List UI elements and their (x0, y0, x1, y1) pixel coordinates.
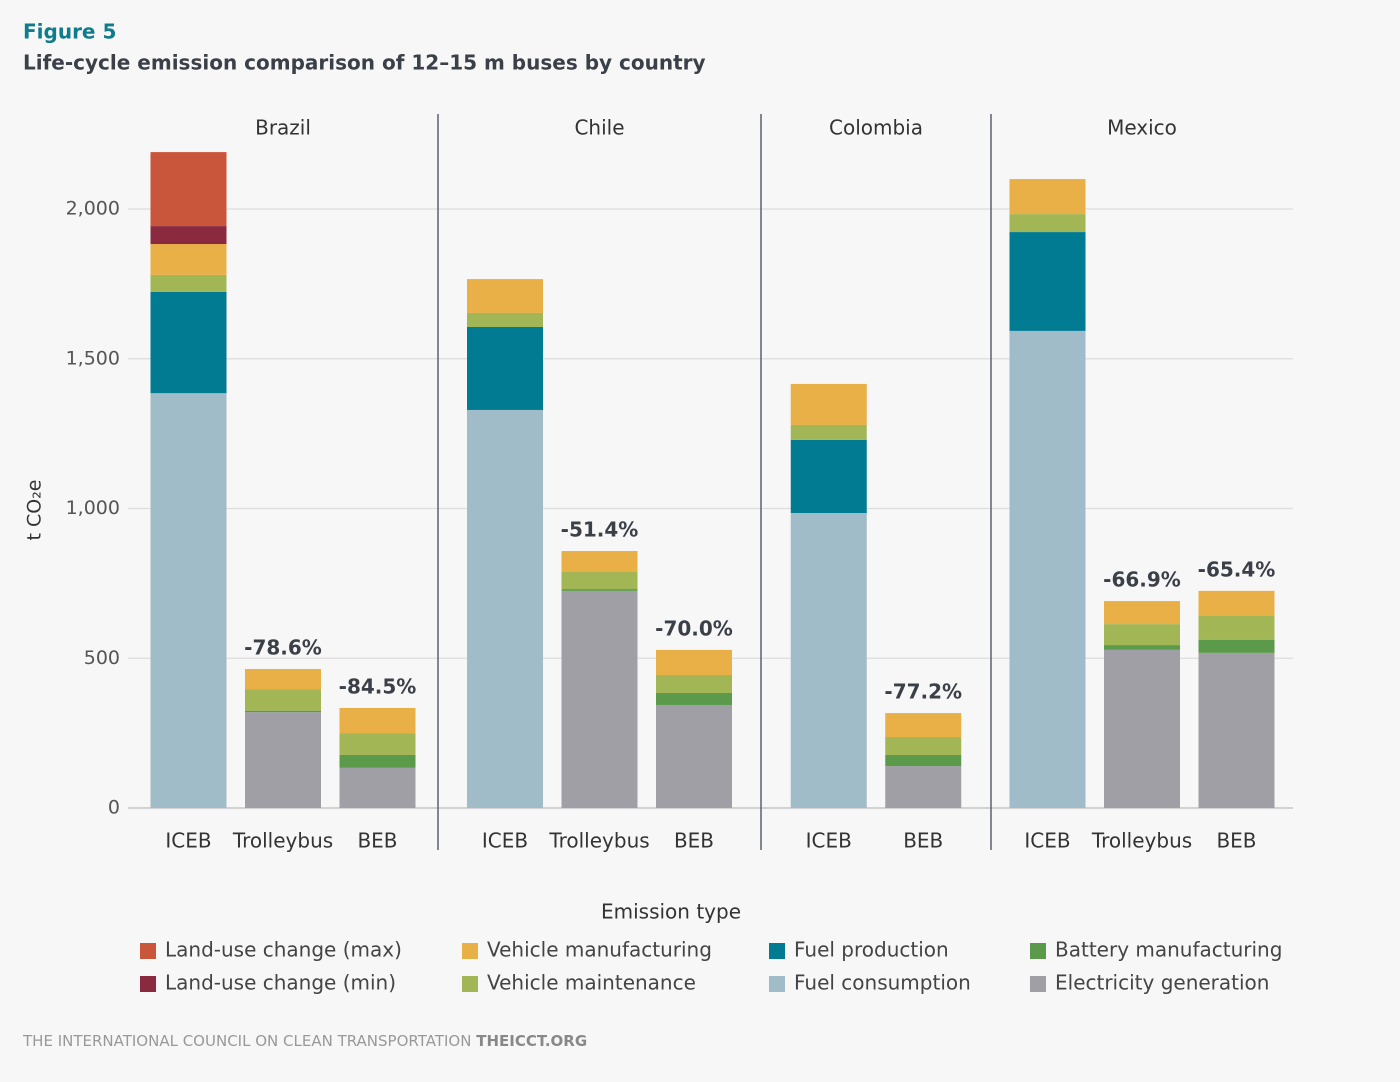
group-label: Mexico (1107, 116, 1177, 140)
legend-swatch (769, 943, 785, 959)
bar-segment (467, 279, 543, 313)
bar-segment (790, 439, 867, 513)
footer: THE INTERNATIONAL COUNCIL ON CLEAN TRANS… (22, 1032, 587, 1050)
bar-segment (561, 551, 638, 572)
bar-segment (1198, 590, 1275, 617)
bar-segment (885, 713, 962, 738)
group-label: Chile (574, 116, 624, 140)
bar-segment (467, 312, 543, 328)
chart-subtitle: Life-cycle emission comparison of 12–15 … (23, 51, 706, 75)
legend-swatch (462, 943, 478, 959)
change-label: -77.2% (884, 680, 962, 704)
bar-segment (1009, 330, 1086, 808)
bar-segment (339, 767, 416, 808)
bar-segment (467, 327, 543, 410)
bar-segment (656, 704, 732, 808)
bar-segment (885, 754, 962, 767)
bar-segment (150, 244, 227, 275)
bar-segment (561, 571, 638, 590)
y-tick-label: 0 (108, 797, 120, 819)
x-tick-label: BEB (674, 829, 714, 853)
x-tick-label: BEB (1216, 829, 1256, 853)
change-label: -51.4% (561, 518, 639, 542)
bar-segment (1104, 645, 1180, 650)
x-tick-label: BEB (357, 829, 397, 853)
legend-swatch (1030, 943, 1046, 959)
bar-segment (245, 689, 321, 711)
bar-segment (1009, 232, 1086, 331)
bar-segment (339, 754, 416, 768)
legend-label: Fuel consumption (794, 971, 971, 995)
group-label: Brazil (255, 116, 311, 140)
bar-segment (1198, 652, 1275, 808)
change-label: -70.0% (655, 616, 733, 640)
bar-segment (1198, 616, 1275, 640)
legend-title: Emission type (601, 900, 741, 924)
x-tick-label: ICEB (806, 829, 852, 853)
bar-segment (656, 649, 732, 676)
bar-segment (245, 710, 321, 713)
x-tick-label: Trolleybus (232, 829, 333, 853)
bar-segment (245, 669, 321, 690)
x-tick-label: BEB (903, 829, 943, 853)
bar-segment (1104, 601, 1180, 625)
y-tick-label: 2,000 (66, 198, 120, 220)
bar-segment (790, 424, 867, 440)
change-label: -78.6% (244, 636, 322, 660)
bar-segment (150, 274, 227, 292)
change-label: -84.5% (339, 674, 417, 698)
bar-segment (150, 152, 227, 227)
y-axis-label: t CO₂e (24, 479, 46, 540)
bar-segment (1104, 624, 1180, 646)
bar-segment (245, 712, 321, 808)
legend-label: Fuel production (794, 938, 949, 962)
legend-label: Land-use change (max) (165, 938, 402, 962)
bar-segment (339, 707, 416, 734)
legend-label: Land-use change (min) (165, 971, 396, 995)
x-tick-label: Trolleybus (1091, 829, 1192, 853)
bar-segment (467, 409, 543, 808)
group-label: Colombia (829, 116, 923, 140)
bar-segment (1104, 649, 1180, 808)
y-tick-label: 500 (84, 647, 120, 669)
bar-segment (656, 675, 732, 693)
bar-segment (150, 226, 227, 245)
bar-segment (1009, 214, 1086, 233)
bar-segment (561, 590, 638, 808)
bar-segment (790, 383, 867, 425)
x-tick-label: Trolleybus (548, 829, 649, 853)
change-label: -65.4% (1198, 557, 1276, 581)
bar-segment (656, 692, 732, 705)
legend-label: Battery manufacturing (1055, 938, 1282, 962)
bar-segment (561, 589, 638, 591)
chart-title: Figure 5 (23, 20, 116, 44)
legend-swatch (140, 976, 156, 992)
bar-segment (885, 737, 962, 755)
x-tick-label: ICEB (482, 829, 528, 853)
bar-segment (1198, 639, 1275, 653)
legend-label: Electricity generation (1055, 971, 1269, 995)
legend-swatch (140, 943, 156, 959)
bar-segment (339, 733, 416, 755)
bar-segment (1009, 179, 1086, 215)
x-tick-label: ICEB (1024, 829, 1070, 853)
footer-site: THEICCT.ORG (476, 1032, 587, 1050)
legend-label: Vehicle manufacturing (487, 938, 712, 962)
bar-segment (790, 512, 867, 808)
footer-org: THE INTERNATIONAL COUNCIL ON CLEAN TRANS… (22, 1032, 471, 1050)
legend-swatch (769, 976, 785, 992)
legend-label: Vehicle maintenance (487, 971, 696, 995)
legend-swatch (462, 976, 478, 992)
bar-segment (150, 393, 227, 808)
bar-segment (885, 766, 962, 808)
y-tick-label: 1,000 (66, 497, 120, 519)
change-label: -66.9% (1103, 568, 1181, 592)
legend-swatch (1030, 976, 1046, 992)
y-tick-label: 1,500 (66, 347, 120, 369)
x-tick-label: ICEB (165, 829, 211, 853)
bar-segment (150, 291, 227, 394)
